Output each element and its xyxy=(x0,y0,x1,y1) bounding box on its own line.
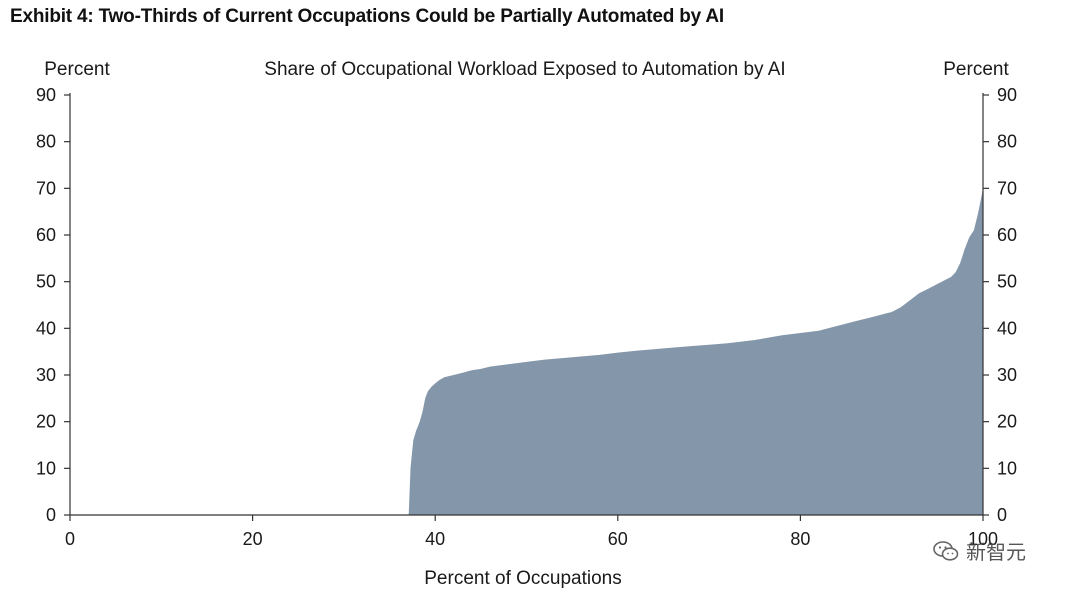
y-tick-label-right: 30 xyxy=(997,365,1017,385)
y-tick-label-left: 30 xyxy=(36,365,56,385)
y-tick-label-right: 80 xyxy=(997,132,1017,152)
y-tick-label-right: 70 xyxy=(997,178,1017,198)
watermark-text: 新智元 xyxy=(966,540,1026,564)
x-tick-label: 20 xyxy=(243,529,263,549)
y-axis-label-right: Percent xyxy=(943,59,1009,80)
y-tick-label-left: 60 xyxy=(36,225,56,245)
x-tick-label: 100 xyxy=(968,529,998,549)
axis-layer: Share of Occupational Workload Exposed t… xyxy=(36,59,1017,589)
y-tick-label-right: 0 xyxy=(997,505,1007,525)
x-axis-label: Percent of Occupations xyxy=(424,568,622,589)
y-tick-label-left: 20 xyxy=(36,412,56,432)
y-tick-label-left: 10 xyxy=(36,458,56,478)
y-tick-label-right: 20 xyxy=(997,412,1017,432)
y-tick-label-left: 80 xyxy=(36,132,56,152)
y-tick-label-left: 70 xyxy=(36,178,56,198)
x-tick-label: 60 xyxy=(608,529,628,549)
x-tick-label: 0 xyxy=(65,529,75,549)
y-tick-label-right: 10 xyxy=(997,458,1017,478)
exhibit-title: Exhibit 4: Two-Thirds of Current Occupat… xyxy=(10,6,724,27)
y-tick-label-right: 60 xyxy=(997,225,1017,245)
y-tick-label-left: 40 xyxy=(36,318,56,338)
y-axis-label-left: Percent xyxy=(44,59,110,80)
y-tick-label-left: 0 xyxy=(46,505,56,525)
plot-layer xyxy=(408,188,983,516)
x-tick-label: 80 xyxy=(790,529,810,549)
y-tick-label-right: 90 xyxy=(997,85,1017,105)
y-tick-label-left: 50 xyxy=(36,272,56,292)
wechat-icon xyxy=(932,540,960,562)
area-series-0 xyxy=(408,188,983,516)
y-tick-label-right: 40 xyxy=(997,318,1017,338)
watermark: 新智元 xyxy=(932,536,1026,565)
x-tick-label: 40 xyxy=(425,529,445,549)
y-tick-label-left: 90 xyxy=(36,85,56,105)
chart-title: Share of Occupational Workload Exposed t… xyxy=(264,59,785,80)
y-tick-label-right: 50 xyxy=(997,272,1017,292)
